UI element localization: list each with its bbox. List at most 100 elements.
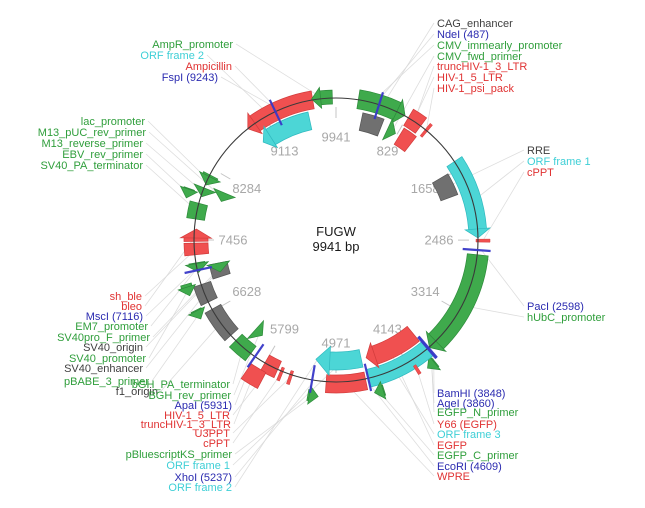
label-wpre[interactable]: WPRE — [437, 471, 470, 483]
label-orf-frame-2-top[interactable]: ORF frame 2 — [140, 50, 204, 62]
label-hiv-1-5-ltr-bottom[interactable]: HIV-1_5_LTR — [164, 410, 230, 422]
label-lac-promoter[interactable]: lac_promoter — [81, 116, 146, 128]
feature-lac-promoter[interactable] — [198, 170, 222, 186]
label-sv40-enhancer[interactable]: SV40_enhancer — [64, 363, 143, 375]
label-egfp[interactable]: EGFP — [437, 440, 467, 452]
feature-cmv-fwd-primer[interactable] — [381, 117, 396, 141]
label-sv40-origin[interactable]: SV40_origin — [83, 342, 143, 354]
label-trunchiv-1-3-ltr-bottom[interactable]: truncHIV-1_3_LTR — [141, 419, 231, 431]
feature-wpre[interactable] — [325, 371, 369, 394]
leader-line-sv40-promoter — [148, 289, 189, 359]
label-cppt-bottom[interactable]: cPPT — [203, 438, 230, 450]
label-m13-puc-rev-primer[interactable]: M13_pUC_rev_primer — [38, 127, 147, 139]
label-sv40pro-f-primer[interactable]: SV40pro_F_primer — [57, 332, 150, 344]
label-orf-frame-2-bottom[interactable]: ORF frame 2 — [168, 482, 232, 494]
label-ebv-rev-primer[interactable]: EBV_rev_primer — [62, 149, 143, 161]
label-cmv-immearly-promoter[interactable]: CMV_immearly_promoter — [437, 40, 563, 52]
feature-egfp[interactable] — [365, 325, 420, 369]
label-hubc-promoter[interactable]: hUbC_promoter — [527, 312, 606, 324]
label-egfp-n-primer[interactable]: EGFP_N_primer — [437, 407, 519, 419]
label-f1-origin[interactable]: f1_origin — [116, 386, 158, 398]
leader-line-ampr-promoter — [235, 43, 322, 99]
label-sv40-promoter[interactable]: SV40_promoter — [69, 353, 146, 365]
feature-y66-egfp[interactable] — [412, 364, 422, 376]
feature-bleo[interactable] — [179, 228, 213, 242]
leader-line-bgh-rev-primer — [233, 332, 261, 396]
leader-line-y66-egfp — [416, 369, 435, 425]
label-cmv-fwd-primer[interactable]: CMV_fwd_primer — [437, 51, 522, 63]
leader-line-u3ppt — [232, 377, 291, 434]
feature-orf-frame-1-right[interactable] — [446, 156, 492, 239]
label-ecori[interactable]: EcoRI (4609) — [437, 461, 502, 473]
site-ecori-tick — [363, 363, 373, 392]
feature-pbabe-3-primer[interactable] — [187, 306, 206, 320]
label-sh-ble[interactable]: sh_ble — [110, 291, 142, 303]
label-m13-reverse-primer[interactable]: M13_reverse_primer — [42, 138, 144, 150]
feature-rre[interactable] — [431, 173, 459, 202]
label-rre[interactable]: RRE — [527, 145, 550, 157]
label-apai[interactable]: ApaI (5931) — [175, 400, 232, 412]
feature-m13-reverse-primer[interactable] — [193, 183, 217, 198]
label-bgh-rev-primer[interactable]: BGH_rev_primer — [148, 390, 231, 402]
feature-pbluescriptks-primer[interactable] — [306, 385, 319, 405]
feature-u3ppt[interactable] — [286, 370, 295, 386]
label-cppt-right[interactable]: cPPT — [527, 167, 554, 179]
feature-trunchiv-1-3-ltr-top[interactable] — [403, 108, 428, 134]
label-hiv-1-psi-pack[interactable]: HIV-1_psi_pack — [437, 83, 515, 95]
label-msci[interactable]: MscI (7116) — [86, 311, 143, 323]
label-xhoi[interactable]: XhoI (5237) — [175, 472, 232, 484]
label-orf-frame-3[interactable]: ORF frame 3 — [437, 429, 501, 441]
leader-line-cppt-right — [482, 171, 525, 241]
label-bleo[interactable]: bleo — [121, 301, 142, 313]
axis-tick-8284 — [220, 173, 231, 180]
axis-tick-label-5799: 5799 — [270, 322, 299, 337]
feature-bgh-rev-primer[interactable] — [246, 319, 264, 340]
label-paci[interactable]: PacI (2598) — [527, 301, 584, 313]
leader-line-em7-promoter — [150, 267, 199, 327]
label-hiv-1-5-ltr-top[interactable]: HIV-1_5_LTR — [437, 72, 503, 84]
leader-line-egfp-n-primer — [431, 365, 435, 413]
label-bgh-pa-terminator[interactable]: bGH_PA_terminator — [132, 379, 231, 391]
label-ndei[interactable]: NdeI (487) — [437, 29, 489, 41]
label-ampicillin[interactable]: Ampicillin — [186, 61, 232, 73]
feature-cag-enhancer[interactable] — [358, 112, 385, 137]
axis-tick-label-3314: 3314 — [411, 284, 440, 299]
feature-hiv-1-5-ltr-top[interactable] — [393, 127, 417, 153]
feature-sv40-enhancer[interactable] — [193, 281, 218, 307]
label-trunchiv-1-3-ltr-top[interactable]: truncHIV-1_3_LTR — [437, 61, 527, 73]
feature-ampr-promoter[interactable] — [311, 86, 333, 110]
leader-line-orf-frame-2-bottom — [234, 359, 318, 488]
feature-sv40-promoter[interactable] — [177, 282, 197, 297]
feature-f1-origin[interactable] — [204, 303, 239, 342]
feature-cppt-bottom[interactable] — [276, 366, 285, 382]
label-pbabe-3-primer[interactable]: pBABE_3_primer — [64, 376, 149, 388]
feature-egfp-n-primer[interactable] — [427, 354, 442, 371]
label-y66-egfp[interactable]: Y66 (EGFP) — [437, 419, 497, 431]
feature-sh-ble[interactable] — [183, 242, 210, 257]
leader-line-ecori — [369, 383, 435, 467]
label-fspi[interactable]: FspI (9243) — [162, 72, 218, 84]
label-orf-frame-1-right[interactable]: ORF frame 1 — [527, 156, 591, 168]
feature-hubc-promoter[interactable] — [425, 253, 489, 353]
leader-line-sv40-enhancer — [145, 292, 206, 369]
plasmid-backbone-circle — [193, 97, 479, 383]
label-ampr-promoter[interactable]: AmpR_promoter — [152, 39, 233, 51]
label-orf-frame-1-bottom[interactable]: ORF frame 1 — [166, 460, 230, 472]
leader-line-sh-ble — [144, 248, 197, 297]
label-cag-enhancer[interactable]: CAG_enhancer — [437, 18, 513, 30]
leader-line-sv40-pa-terminator-left — [145, 164, 198, 212]
feature-egfp-c-primer[interactable] — [374, 380, 387, 400]
feature-orf-frame-2-bottom[interactable] — [315, 345, 364, 377]
label-em7-promoter[interactable]: EM7_promoter — [75, 321, 148, 333]
label-u3ppt[interactable]: U3PPT — [195, 428, 231, 440]
label-bamhi[interactable]: BamHI (3848) — [437, 388, 505, 400]
label-sv40-pa-terminator-left[interactable]: SV40_PA_terminator — [40, 160, 143, 172]
feature-sv40pro-f-primer[interactable] — [205, 260, 231, 273]
label-pbluescriptks-primer[interactable]: pBluescriptKS_primer — [126, 449, 233, 461]
label-egfp-c-primer[interactable]: EGFP_C_primer — [437, 450, 519, 462]
feature-ebv-rev-primer[interactable] — [179, 185, 199, 199]
feature-m13-puc-rev-primer[interactable] — [213, 187, 237, 202]
feature-cppt-right[interactable] — [475, 238, 491, 243]
label-agei[interactable]: AgeI (3860) — [437, 398, 494, 410]
